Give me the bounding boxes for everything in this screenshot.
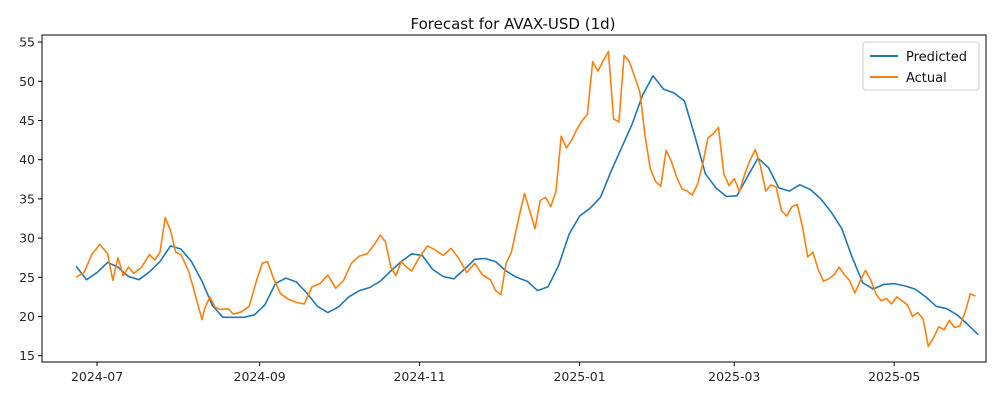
x-tick-label: 2025-01: [553, 369, 605, 384]
legend: Predicted Actual: [862, 41, 980, 91]
x-tick-label: 2024-07: [71, 369, 123, 384]
y-tick-label: 35: [19, 191, 35, 206]
series-line-actual: [75, 50, 976, 348]
y-tick-label: 40: [19, 152, 35, 167]
y-tick-label: 25: [19, 270, 35, 285]
chart-title: Forecast for AVAX-USD (1d): [410, 15, 615, 33]
plot-frame: [41, 34, 987, 363]
x-axis: 2024-07 2024-09 2024-11 2025-01 2025-03 2025-…: [71, 362, 920, 384]
legend-label-predicted: Predicted: [906, 50, 967, 65]
y-tick-label: 30: [19, 231, 35, 246]
x-tick-label: 2025-05: [868, 369, 920, 384]
x-tick-label: 2024-09: [234, 369, 286, 384]
y-tick-label: 50: [19, 74, 35, 89]
series-line-predicted: [75, 75, 979, 336]
legend-label-actual: Actual: [906, 71, 947, 86]
y-tick-label: 15: [19, 348, 35, 363]
series-layer: [75, 50, 979, 348]
y-tick-label: 55: [19, 35, 35, 50]
y-tick-label: 45: [19, 113, 35, 128]
x-tick-label: 2024-11: [393, 369, 445, 384]
y-tick-label: 20: [19, 309, 35, 324]
x-tick-label: 2025-03: [708, 369, 760, 384]
y-axis: 15 20 25 30 35 40 45 50 55: [19, 35, 42, 363]
